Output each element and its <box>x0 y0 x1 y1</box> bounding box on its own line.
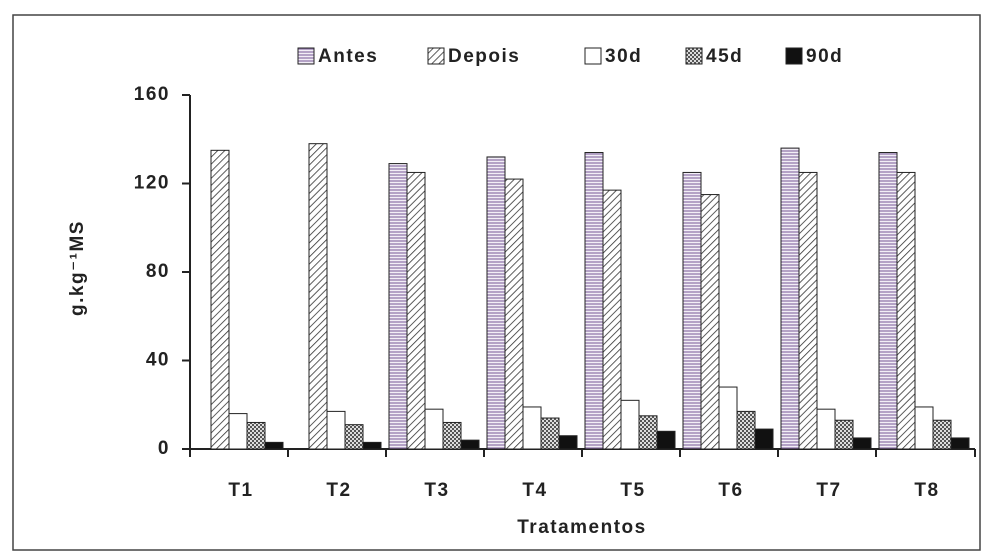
bar <box>486 156 506 450</box>
legend-label: 90d <box>806 46 843 67</box>
bar <box>424 408 444 450</box>
bar <box>540 417 560 450</box>
y-axis-label: g.kg⁻¹MS <box>67 220 88 316</box>
x-axis-label: Tratamentos <box>517 517 646 538</box>
bar <box>504 178 524 450</box>
bar <box>602 189 622 450</box>
bar <box>308 143 328 450</box>
bar <box>834 419 854 450</box>
bar <box>816 408 836 450</box>
bar <box>228 413 248 450</box>
y-tick-label: 120 <box>134 173 170 194</box>
x-tick-label: T6 <box>718 480 743 501</box>
x-tick-label: T7 <box>816 480 841 501</box>
bar <box>718 386 738 450</box>
bar <box>754 428 774 450</box>
x-tick-label: T8 <box>914 480 939 501</box>
bar <box>558 435 578 450</box>
bar <box>914 406 934 450</box>
bar <box>264 441 284 450</box>
legend-swatch <box>584 47 602 65</box>
bar <box>638 415 658 450</box>
bar <box>584 152 604 450</box>
y-tick-label: 0 <box>158 438 170 459</box>
bar <box>442 421 462 450</box>
y-tick-label: 40 <box>146 350 170 371</box>
legend-swatch <box>297 47 315 65</box>
legend-swatch <box>785 47 803 65</box>
bar <box>620 399 640 450</box>
bar <box>406 171 426 450</box>
legend-label: 45d <box>706 46 743 67</box>
bar <box>388 163 408 450</box>
bar <box>878 152 898 450</box>
y-tick-label: 80 <box>146 261 170 282</box>
bar <box>780 147 800 450</box>
legend-swatch <box>427 47 445 65</box>
x-tick-label: T3 <box>424 480 449 501</box>
bar <box>344 424 364 450</box>
bar <box>362 441 382 450</box>
x-tick-label: T5 <box>620 480 645 501</box>
bar <box>682 171 702 450</box>
bar <box>736 410 756 450</box>
frame <box>12 14 981 551</box>
bar <box>326 410 346 450</box>
bar <box>932 419 952 450</box>
bar <box>522 406 542 450</box>
bar <box>950 437 970 450</box>
bar <box>700 194 720 450</box>
legend-label: Depois <box>448 46 520 67</box>
bar <box>852 437 872 450</box>
legend-label: 30d <box>605 46 642 67</box>
x-tick-label: T2 <box>326 480 351 501</box>
bar <box>210 149 230 450</box>
legend-swatch <box>685 47 703 65</box>
bar <box>896 171 916 450</box>
legend-label: Antes <box>318 46 378 67</box>
y-tick-label: 160 <box>134 84 170 105</box>
bar <box>798 171 818 450</box>
x-tick-label: T4 <box>522 480 547 501</box>
bar <box>460 439 480 450</box>
bar <box>246 421 266 450</box>
bar <box>656 430 676 450</box>
x-tick-label: T1 <box>228 480 253 501</box>
